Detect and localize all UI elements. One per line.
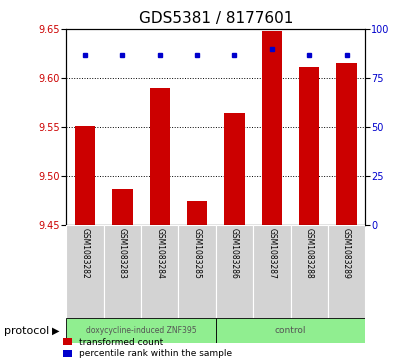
Text: GSM1083286: GSM1083286 <box>230 228 239 279</box>
Bar <box>224 113 245 225</box>
Bar <box>328 225 365 319</box>
Bar <box>112 189 133 225</box>
Bar <box>216 225 253 319</box>
Title: GDS5381 / 8177601: GDS5381 / 8177601 <box>139 12 293 26</box>
Bar <box>104 225 141 319</box>
Bar <box>178 225 216 319</box>
Text: GSM1083288: GSM1083288 <box>305 228 314 279</box>
Bar <box>253 225 290 319</box>
Text: GSM1083284: GSM1083284 <box>155 228 164 279</box>
Bar <box>66 318 216 343</box>
Text: doxycycline-induced ZNF395: doxycycline-induced ZNF395 <box>86 326 196 335</box>
Legend: transformed count, percentile rank within the sample: transformed count, percentile rank withi… <box>63 338 232 359</box>
Bar <box>216 318 365 343</box>
Bar <box>66 225 104 319</box>
Bar <box>290 225 328 319</box>
Text: protocol: protocol <box>4 326 49 336</box>
Bar <box>261 31 282 225</box>
Text: GSM1083289: GSM1083289 <box>342 228 351 279</box>
Text: ▶: ▶ <box>52 326 60 336</box>
Bar <box>299 67 320 225</box>
Bar <box>149 88 170 225</box>
Text: GSM1083287: GSM1083287 <box>267 228 276 279</box>
Text: control: control <box>275 326 306 335</box>
Bar <box>75 126 95 225</box>
Bar <box>187 200 208 225</box>
Bar <box>336 63 357 225</box>
Bar <box>141 225 178 319</box>
Text: GSM1083283: GSM1083283 <box>118 228 127 279</box>
Text: GSM1083285: GSM1083285 <box>193 228 202 279</box>
Text: GSM1083282: GSM1083282 <box>81 228 90 279</box>
